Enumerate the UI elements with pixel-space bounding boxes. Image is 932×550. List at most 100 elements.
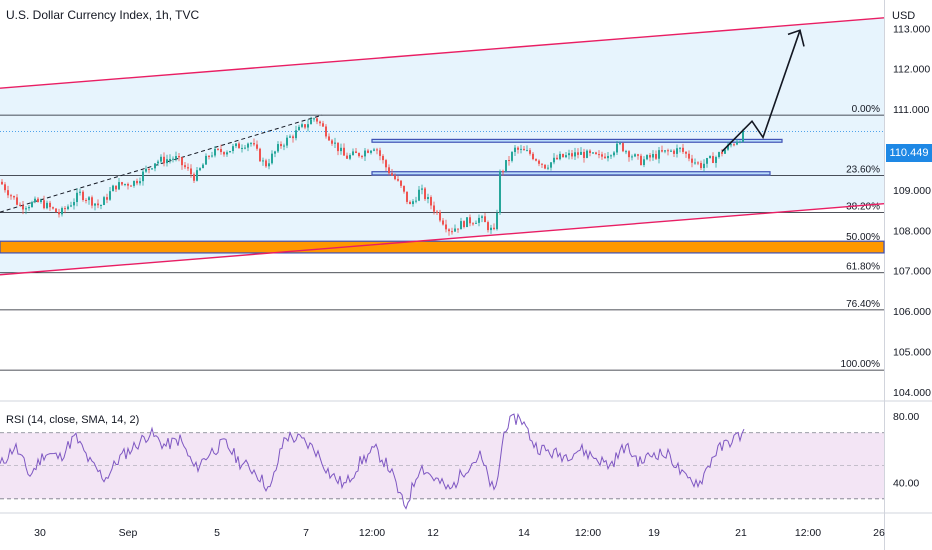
- candle-body: [298, 126, 300, 131]
- candle-body: [397, 179, 399, 181]
- currency-label: USD: [892, 10, 916, 22]
- candle-body: [88, 197, 90, 201]
- candle-body: [403, 185, 405, 192]
- candle-body: [580, 151, 582, 155]
- candle-body: [172, 158, 174, 160]
- candle-body: [727, 144, 729, 150]
- candle-body: [202, 164, 204, 169]
- candle-body: [244, 147, 246, 149]
- candle-body: [631, 156, 633, 158]
- candle-body: [310, 119, 312, 125]
- candle-body: [469, 217, 471, 224]
- candle-body: [724, 149, 726, 154]
- rsi-line: [0, 412, 745, 510]
- time-axis-tick: 12:00: [359, 527, 385, 539]
- candle-body: [667, 150, 669, 152]
- candle-body: [541, 163, 543, 165]
- candle-body: [52, 207, 54, 209]
- candle-body: [463, 221, 465, 228]
- candle-body: [577, 152, 579, 155]
- time-axis-tick: 14: [518, 527, 530, 539]
- rsi-legend-label: RSI (14, close, SMA, 14, 2): [6, 414, 140, 426]
- candle-body: [94, 203, 96, 206]
- candle-body: [127, 183, 129, 186]
- candle-body: [292, 136, 294, 139]
- rsi-axis-tick: 80.00: [893, 411, 919, 423]
- candle-body: [394, 175, 396, 180]
- candle-body: [535, 159, 537, 161]
- candle-body: [421, 188, 423, 190]
- candle-body: [232, 146, 234, 152]
- candle-body: [211, 155, 213, 157]
- candle-body: [205, 155, 207, 165]
- candle-body: [430, 197, 432, 206]
- candle-body: [439, 211, 441, 221]
- candle-body: [547, 167, 549, 169]
- candle-body: [679, 147, 681, 149]
- candle-body: [742, 130, 744, 142]
- candle-body: [241, 147, 243, 149]
- candle-body: [184, 165, 186, 168]
- candle-body: [649, 155, 651, 158]
- candle-body: [1, 181, 3, 185]
- candle-body: [466, 217, 468, 228]
- candle-body: [166, 159, 168, 164]
- candle-body: [643, 159, 645, 166]
- candle-body: [16, 197, 18, 205]
- candle-body: [595, 152, 597, 155]
- candle-body: [487, 222, 489, 231]
- candle-body: [607, 155, 609, 159]
- price-axis-tick: 108.000: [893, 225, 931, 237]
- projection-arrow: [721, 30, 801, 153]
- candle-body: [187, 167, 189, 169]
- candle-body: [139, 181, 141, 184]
- candle-body: [46, 202, 48, 209]
- time-axis-tick: Sep: [119, 527, 138, 539]
- candle-body: [304, 124, 306, 128]
- candle-body: [142, 171, 144, 182]
- candle-body: [154, 163, 156, 169]
- candle-body: [340, 147, 342, 152]
- candle-body: [61, 208, 63, 215]
- candle-body: [109, 191, 111, 200]
- candle-body: [25, 208, 27, 210]
- candle-body: [190, 168, 192, 175]
- candle-body: [529, 150, 531, 154]
- candle-body: [406, 191, 408, 202]
- candle-body: [715, 157, 717, 163]
- candle-body: [574, 152, 576, 157]
- candle-body: [652, 154, 654, 158]
- candle-body: [361, 156, 363, 158]
- candle-body: [415, 200, 417, 202]
- candle-body: [610, 155, 612, 157]
- candle-body: [442, 220, 444, 225]
- candle-body: [346, 155, 348, 159]
- candle-body: [583, 151, 585, 158]
- fib-level-label: 61.80%: [846, 262, 880, 273]
- candle-body: [550, 162, 552, 168]
- candle-body: [100, 204, 102, 206]
- candle-body: [736, 141, 738, 145]
- candle-body: [637, 154, 639, 156]
- time-axis-tick: 12:00: [575, 527, 601, 539]
- candle-body: [355, 151, 357, 153]
- candle-body: [286, 137, 288, 146]
- candle-body: [268, 163, 270, 167]
- price-axis-tick: 106.000: [893, 306, 931, 318]
- candle-body: [196, 170, 198, 181]
- candle-body: [223, 152, 225, 155]
- candle-body: [490, 227, 492, 231]
- candle-body: [502, 171, 504, 173]
- candle-body: [85, 199, 87, 201]
- candle-body: [238, 143, 240, 149]
- candle-body: [592, 152, 594, 154]
- candle-body: [226, 152, 228, 155]
- candle-body: [193, 174, 195, 181]
- rsi-axis-tick: 40.00: [893, 477, 919, 489]
- candle-body: [613, 152, 615, 156]
- candle-body: [313, 118, 315, 120]
- candle-body: [274, 151, 276, 154]
- candle-body: [349, 155, 351, 159]
- candle-body: [115, 185, 117, 190]
